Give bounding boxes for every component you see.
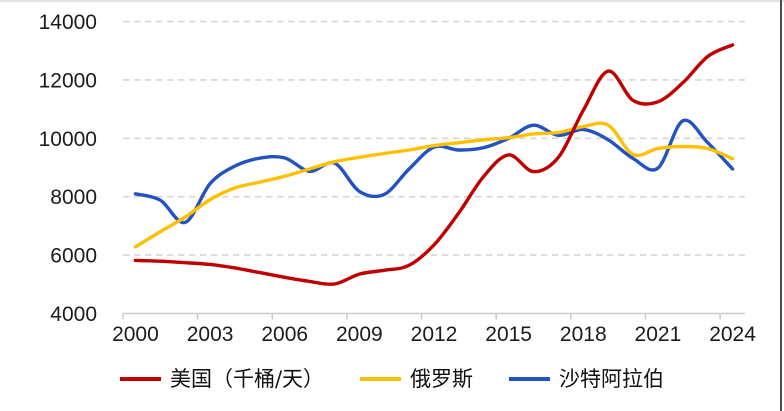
legend-item-russia: 俄罗斯 bbox=[360, 366, 473, 392]
series-line-usa bbox=[133, 43, 735, 286]
x-axis-label: 2018 bbox=[560, 323, 607, 346]
y-axis-label: 8000 bbox=[50, 186, 97, 209]
legend-line-saudi bbox=[509, 377, 551, 381]
y-axis-label: 14000 bbox=[39, 11, 97, 34]
x-axis-label: 2003 bbox=[187, 323, 234, 346]
legend-label-usa: 美国（千桶/天） bbox=[169, 367, 325, 391]
x-axis-label: 2012 bbox=[411, 323, 458, 346]
x-axis-label: 2021 bbox=[635, 323, 682, 346]
y-axis-label: 6000 bbox=[50, 245, 97, 268]
x-axis-label: 2006 bbox=[261, 323, 308, 346]
series-line-russia bbox=[133, 121, 735, 249]
legend-line-russia bbox=[360, 377, 402, 381]
page-top-edge-line bbox=[0, 0, 784, 2]
x-axis-label: 2015 bbox=[485, 323, 532, 346]
x-axis-label: 2000 bbox=[112, 323, 159, 346]
legend-item-usa: 美国（千桶/天） bbox=[119, 366, 325, 392]
series-line-saudi bbox=[133, 118, 735, 225]
y-axis-label: 12000 bbox=[39, 69, 97, 92]
page-right-edge-line bbox=[780, 0, 782, 411]
legend-item-saudi: 沙特阿拉伯 bbox=[509, 366, 664, 392]
y-axis-label: 10000 bbox=[39, 128, 97, 151]
legend-label-saudi: 沙特阿拉伯 bbox=[559, 367, 665, 391]
y-axis-label: 4000 bbox=[50, 303, 97, 326]
x-axis-label: 2009 bbox=[336, 323, 383, 346]
legend-line-usa bbox=[119, 377, 161, 381]
x-axis-label: 2024 bbox=[709, 323, 756, 346]
chart-legend: 美国（千桶/天） 俄罗斯 沙特阿拉伯 bbox=[0, 366, 784, 392]
legend-label-russia: 俄罗斯 bbox=[410, 367, 474, 391]
